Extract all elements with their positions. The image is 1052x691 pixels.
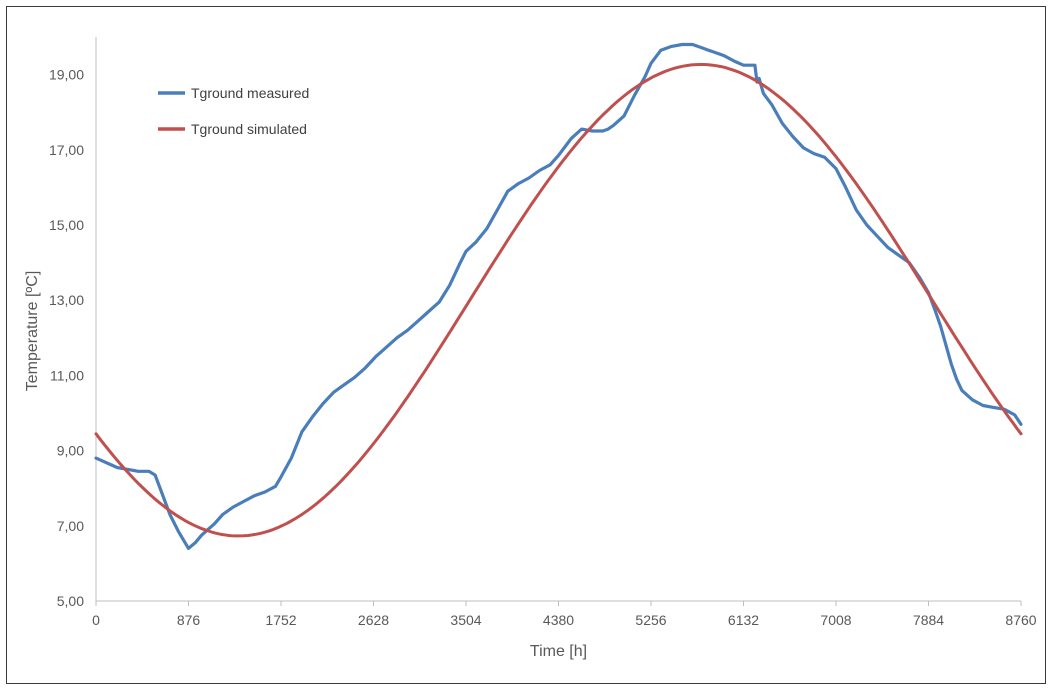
- y-tick-label: 11,00: [50, 367, 84, 383]
- x-axis-title: Time [h]: [530, 643, 587, 660]
- y-tick-label: 5,00: [57, 593, 84, 609]
- legend-label: Tground measured: [191, 85, 309, 101]
- x-tick-label: 876: [177, 612, 201, 628]
- y-tick-label: 13,00: [49, 292, 84, 308]
- x-axis-ticks: 0 876 1752 2628 3504 4380 5256 6132 7008 7884 8760: [92, 601, 1037, 628]
- y-tick-label: 7,00: [57, 518, 84, 534]
- y-tick-label: 19,00: [49, 67, 84, 83]
- line-chart: 5,00 7,00 9,00 11,00 13,00 15,00 17,00 19,00 0 8…: [24, 37, 1037, 660]
- x-tick-label: 4380: [543, 612, 574, 628]
- x-tick-label: 5256: [635, 612, 666, 628]
- y-tick-label: 15,00: [49, 217, 84, 233]
- x-tick-label: 7008: [820, 612, 851, 628]
- y-axis-ticks: 5,00 7,00 9,00 11,00 13,00 15,00 17,00 19,00: [49, 67, 84, 609]
- x-tick-label: 0: [92, 612, 100, 628]
- x-tick-label: 1752: [265, 612, 296, 628]
- x-tick-label: 8760: [1005, 612, 1036, 628]
- y-tick-label: 9,00: [57, 443, 84, 459]
- series-line-measured: [94, 42, 1023, 551]
- x-tick-label: 3504: [450, 612, 481, 628]
- series-line-simulated: [94, 63, 1023, 538]
- x-tick-label: 7884: [913, 612, 944, 628]
- legend: Tground measured Tground simulated: [158, 85, 309, 137]
- series-layer: [94, 42, 1023, 551]
- legend-label: Tground simulated: [191, 121, 307, 137]
- y-axis-title: Temperature [ºC]: [24, 271, 41, 392]
- x-tick-label: 6132: [728, 612, 759, 628]
- x-tick-label: 2628: [358, 612, 389, 628]
- y-tick-label: 17,00: [49, 142, 84, 158]
- chart-frame: 5,00 7,00 9,00 11,00 13,00 15,00 17,00 19,00 0 8…: [6, 6, 1046, 684]
